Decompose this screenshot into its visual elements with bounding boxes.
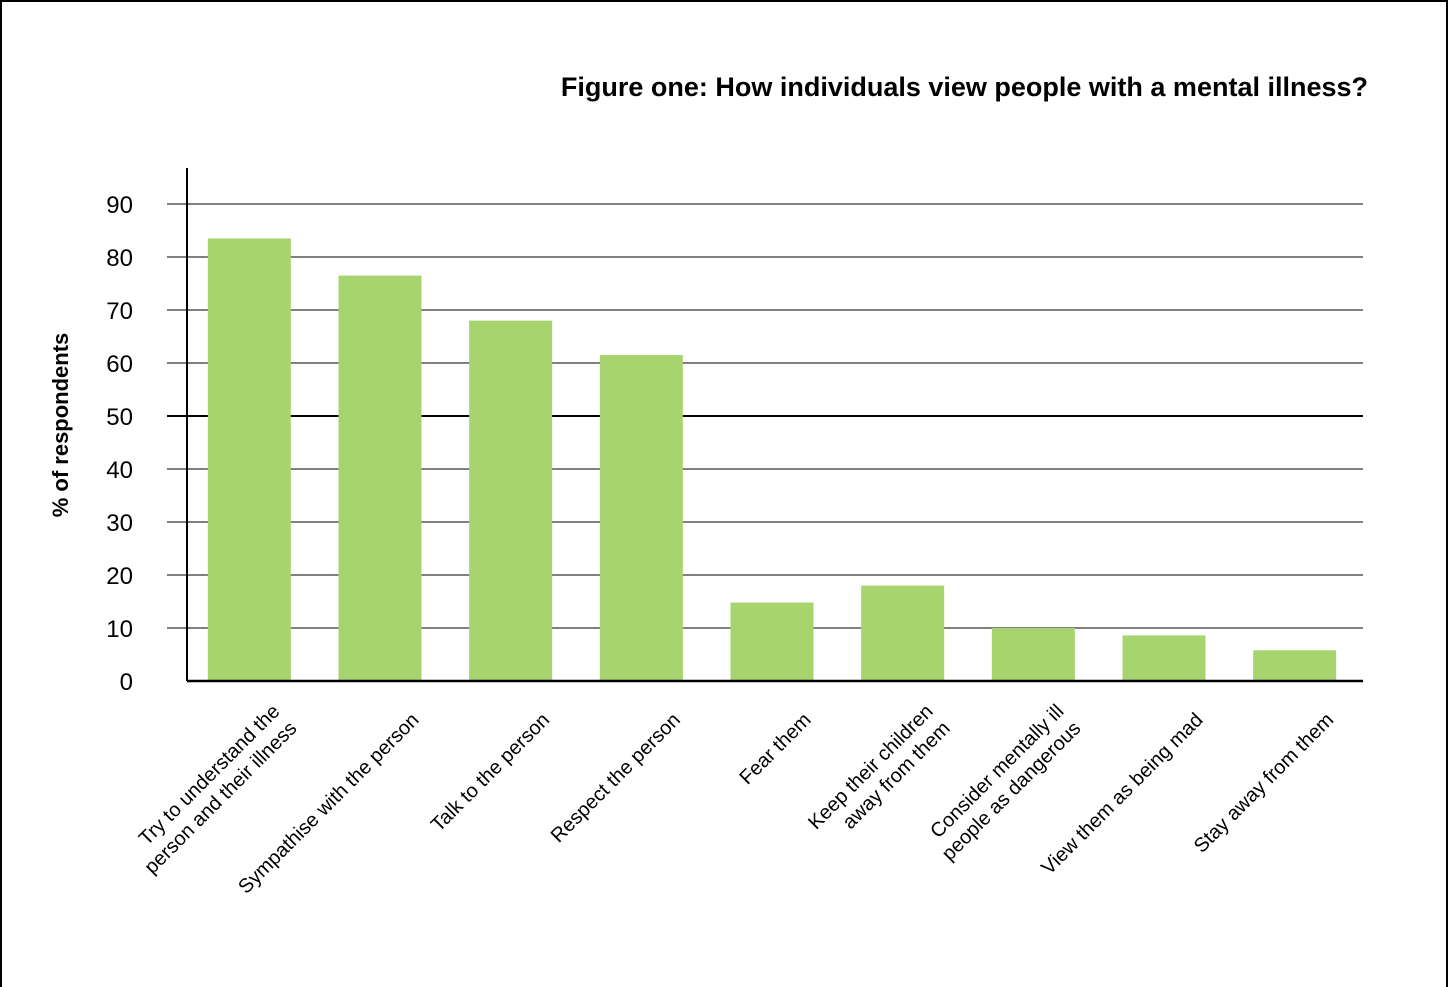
y-tick-label: 50 bbox=[106, 404, 133, 431]
x-tick-label-line: Talk to the person bbox=[427, 709, 554, 836]
y-tick-label: 80 bbox=[106, 245, 133, 272]
y-tick-label: 60 bbox=[106, 351, 133, 378]
bar bbox=[991, 628, 1075, 681]
bar bbox=[730, 602, 814, 681]
y-tick-label: 30 bbox=[106, 510, 133, 537]
x-tick-label-line: Try to understand the bbox=[135, 700, 284, 849]
y-tick-label: 40 bbox=[106, 457, 133, 484]
x-tick-label-line: Consider mentally ill bbox=[926, 700, 1068, 842]
y-tick-label: 20 bbox=[106, 563, 133, 590]
x-tick-label-line: Respect the person bbox=[547, 709, 685, 847]
x-tick-label-line: Stay away from them bbox=[1190, 709, 1338, 857]
bar bbox=[469, 320, 553, 681]
y-axis-label: % of respondents bbox=[48, 333, 73, 518]
x-tick-labels: Try to understand theperson and their il… bbox=[135, 700, 1338, 898]
bar bbox=[861, 585, 945, 681]
x-tick-label: Fear them bbox=[736, 709, 816, 789]
bar bbox=[338, 275, 422, 681]
y-tick-label: 0 bbox=[120, 669, 133, 696]
y-tick-label: 70 bbox=[106, 298, 133, 325]
y-tick-label: 10 bbox=[106, 616, 133, 643]
x-tick-label: Respect the person bbox=[547, 709, 685, 847]
x-tick-label: Talk to the person bbox=[427, 709, 554, 836]
chart-title: Figure one: How individuals view people … bbox=[560, 72, 1368, 102]
bar bbox=[1253, 650, 1337, 681]
y-tick-labels: 0 10 20 30 40 50 60 70 80 90 bbox=[106, 192, 133, 696]
x-tick-label: Stay away from them bbox=[1190, 709, 1338, 857]
y-tick-label: 90 bbox=[106, 192, 133, 219]
bar bbox=[207, 238, 291, 681]
bar bbox=[1122, 635, 1206, 681]
bar bbox=[599, 355, 683, 681]
bars bbox=[207, 238, 1337, 681]
x-tick-label-line: Fear them bbox=[736, 709, 816, 789]
